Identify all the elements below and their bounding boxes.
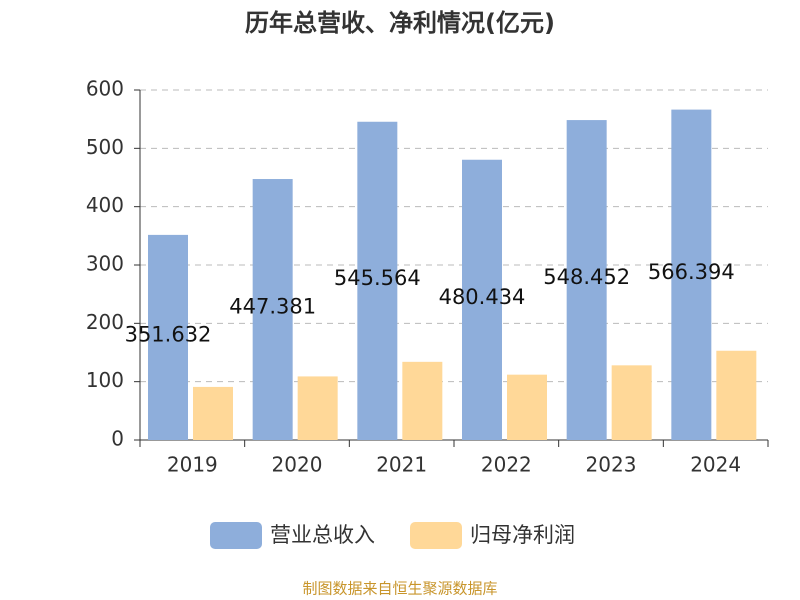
bar: [462, 159, 502, 440]
legend-label: 营业总收入: [270, 523, 375, 547]
bar: [193, 386, 233, 440]
x-tick-label: 2020: [272, 453, 323, 477]
y-tick-label: 400: [86, 193, 124, 217]
bar: [671, 109, 712, 440]
y-tick-label: 100: [86, 368, 124, 392]
x-tick-label: 2019: [167, 453, 218, 477]
x-tick-label: 2022: [481, 453, 532, 477]
legend-label: 归母净利润: [470, 523, 575, 547]
data-label: 566.394: [648, 260, 735, 284]
legend-swatch: [210, 522, 262, 549]
bar: [507, 374, 547, 440]
bar: [148, 234, 188, 440]
bar: [357, 121, 398, 440]
bar: [297, 376, 338, 440]
y-tick-label: 600: [86, 77, 124, 101]
y-tick-label: 300: [86, 252, 124, 276]
data-label: 447.381: [229, 295, 316, 319]
bar: [566, 120, 607, 440]
chart-title: 历年总营收、净利情况(亿元): [245, 9, 555, 37]
y-tick-label: 200: [86, 310, 124, 334]
data-label: 480.434: [439, 285, 526, 309]
bar: [402, 361, 443, 440]
y-tick-label: 0: [111, 427, 124, 451]
source-note: 制图数据来自恒生聚源数据库: [302, 580, 497, 598]
x-tick-label: 2023: [586, 453, 637, 477]
data-label: 548.452: [543, 265, 630, 289]
x-tick-label: 2024: [690, 453, 741, 477]
bar: [252, 179, 293, 440]
data-label: 351.632: [125, 322, 212, 346]
legend-swatch: [410, 522, 462, 549]
bar: [716, 350, 757, 440]
data-label: 545.564: [334, 266, 421, 290]
y-tick-label: 500: [86, 135, 124, 159]
bar: [611, 365, 652, 440]
x-tick-label: 2021: [376, 453, 427, 477]
